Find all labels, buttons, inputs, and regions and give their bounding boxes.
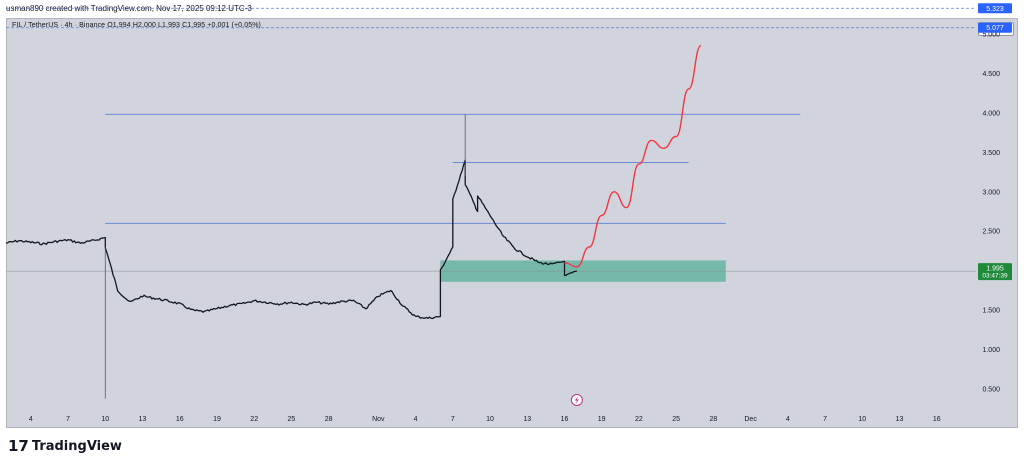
x-tick-label: 19 [598,416,606,423]
x-tick-label: 25 [288,416,296,423]
x-tick-label: 10 [858,416,866,423]
y-tick-label: 2.500 [982,229,1000,236]
time-axis: 4 7 10 13 16 19 22 25 28 Nov 4 7 10 13 16 19 22 25 28 Dec 4 7… [29,416,941,423]
x-tick-label: 28 [325,416,333,423]
x-tick-label: 16 [933,416,941,423]
x-tick-label: 4 [786,416,790,423]
x-tick-label: 13 [523,416,531,423]
x-tick-label: 28 [709,416,717,423]
y-tick-label: 4.000 [982,110,1000,117]
misc-icons [570,394,583,406]
x-tick-label: 13 [139,416,147,423]
dashed-level-tag [978,22,1012,33]
lightning-icon [574,396,579,404]
y-tick-label: 3.500 [982,150,1000,157]
x-tick-label: 7 [823,416,827,423]
price-axis: 0.5001.0001.5002.0002.5003.0003.5004.000… [982,31,1000,393]
x-tick-label: 16 [561,416,569,423]
y-tick-label: 1.500 [982,308,1000,315]
y-tick-label: 3.000 [982,189,1000,196]
y-tick-label: 1.000 [982,347,1000,354]
dashed-level-tag [978,3,1012,14]
x-tick-label: 22 [635,416,643,423]
x-tick-label: 7 [451,416,455,423]
horizontal-levels [6,113,976,272]
x-tick-label: Dec [744,416,757,423]
tradingview-logo: 17 TradingView [8,437,122,455]
x-tick-label: 10 [486,416,494,423]
x-tick-label: 4 [29,416,33,423]
current-price-label: 1.995 [986,266,1004,273]
projection-path [564,44,702,268]
price-layer [5,114,578,399]
tradingview-mark-icon: 17 [8,437,29,455]
x-tick-label: 7 [66,416,70,423]
dashed-levels [6,7,976,29]
x-tick-label: 16 [176,416,184,423]
y-tick-label: 0.500 [982,387,1000,394]
x-tick-label: 10 [101,416,109,423]
x-tick-label: 19 [213,416,221,423]
x-tick-label: 25 [672,416,680,423]
x-tick-label: 4 [414,416,418,423]
dashed-level-tag-label: 5.077 [986,25,1004,32]
x-tick-label: 22 [250,416,258,423]
y-tick-label: 4.500 [982,71,1000,78]
x-tick-label: 13 [896,416,904,423]
y-tick-label: 5.000 [982,31,1000,38]
current-price-tag [978,263,1012,281]
tradingview-wordmark: TradingView [31,438,122,454]
symbol-legend: FIL / TetherUS · 4h · Binance O1.994 H2.… [12,22,261,29]
dashed-level-tag-label: 5.323 [986,6,1004,13]
price-series-line [5,159,578,320]
projection-layer [564,44,702,268]
countdown-label: 03:47:39 [982,273,1008,280]
x-tick-label: Nov [372,416,385,423]
